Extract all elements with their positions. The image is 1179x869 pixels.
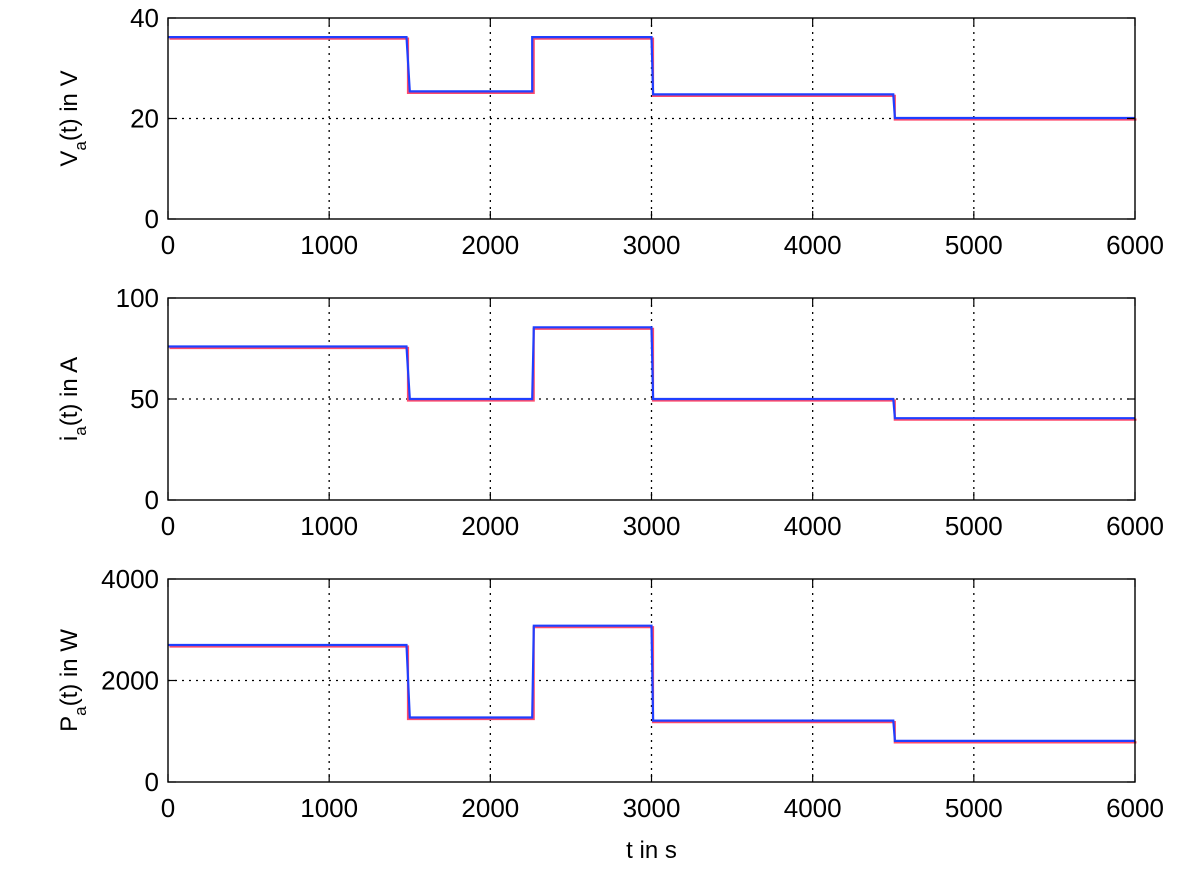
y-tick-label-0: 0 [145,204,159,234]
x-tick-label-6: 6000 [1106,793,1164,823]
x-tick-label-6: 6000 [1106,230,1164,260]
x-tick-label-5: 5000 [945,793,1003,823]
y-axis-label-subscript: a [71,706,90,716]
y-tick-label-2: 40 [130,3,159,33]
y-axis-label: Va(t) in V [56,70,90,166]
x-tick-label-1: 1000 [300,511,358,541]
y-axis-label-subscript: a [71,141,90,151]
y-axis-label: Pa(t) in W [56,629,90,732]
x-tick-label-4: 4000 [784,793,842,823]
chart-panel-3: 0 1000 2000 3000 4000 5000 6000 0 2000 4000 Pa(t) … [56,564,1164,864]
x-tick-label-3: 3000 [623,230,681,260]
x-tick-label-0: 0 [161,511,175,541]
x-tick-label-3: 3000 [623,511,681,541]
chart-panel-1: 0 1000 2000 3000 4000 5000 6000 0 20 40 Va(t) in V [56,3,1164,260]
y-axis-label: ia(t) in A [56,357,90,441]
chart-panel-2: 0 1000 2000 3000 4000 5000 6000 0 50 100 ia(t) in … [56,283,1164,541]
y-axis-label-subscript: a [71,426,90,436]
y-tick-label-1: 50 [130,384,159,414]
series-line-2 [168,326,1135,420]
x-tick-label-4: 4000 [784,511,842,541]
y-axis-label-rest: (t) in A [56,357,83,426]
y-axis-label-main: P [56,716,83,732]
y-tick-label-0: 0 [145,767,159,797]
y-axis-label-main: i [56,436,83,441]
x-tick-label-6: 6000 [1106,511,1164,541]
y-tick-label-0: 0 [145,485,159,515]
series-line-2 [168,36,1135,120]
y-axis-label-main: V [56,151,83,167]
x-tick-label-5: 5000 [945,230,1003,260]
y-tick-label-2: 4000 [101,564,159,594]
x-tick-label-5: 5000 [945,511,1003,541]
x-tick-label-1: 1000 [300,793,358,823]
x-tick-label-2: 2000 [461,793,519,823]
y-axis-label-rest: (t) in V [56,70,83,141]
y-tick-label-1: 2000 [101,666,159,696]
x-tick-label-2: 2000 [461,230,519,260]
y-axis-label-rest: (t) in W [56,629,83,707]
x-tick-label-0: 0 [161,793,175,823]
x-tick-label-3: 3000 [623,793,681,823]
x-tick-label-4: 4000 [784,230,842,260]
series-line-2 [168,624,1135,742]
x-axis-label: t in s [626,837,677,864]
y-tick-label-1: 20 [130,104,159,134]
x-tick-label-0: 0 [161,230,175,260]
x-tick-label-2: 2000 [461,511,519,541]
y-tick-label-2: 100 [116,283,159,313]
x-tick-label-1: 1000 [300,230,358,260]
